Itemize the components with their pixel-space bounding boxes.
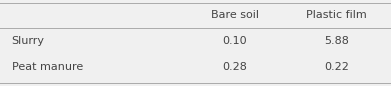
Text: Plastic film: Plastic film — [306, 10, 367, 20]
Text: 0.22: 0.22 — [324, 62, 349, 72]
Text: 0.10: 0.10 — [222, 36, 247, 46]
Text: Bare soil: Bare soil — [211, 10, 258, 20]
Text: Peat manure: Peat manure — [12, 62, 83, 72]
Text: Slurry: Slurry — [12, 36, 45, 46]
Text: 5.88: 5.88 — [324, 36, 349, 46]
Text: 0.28: 0.28 — [222, 62, 247, 72]
